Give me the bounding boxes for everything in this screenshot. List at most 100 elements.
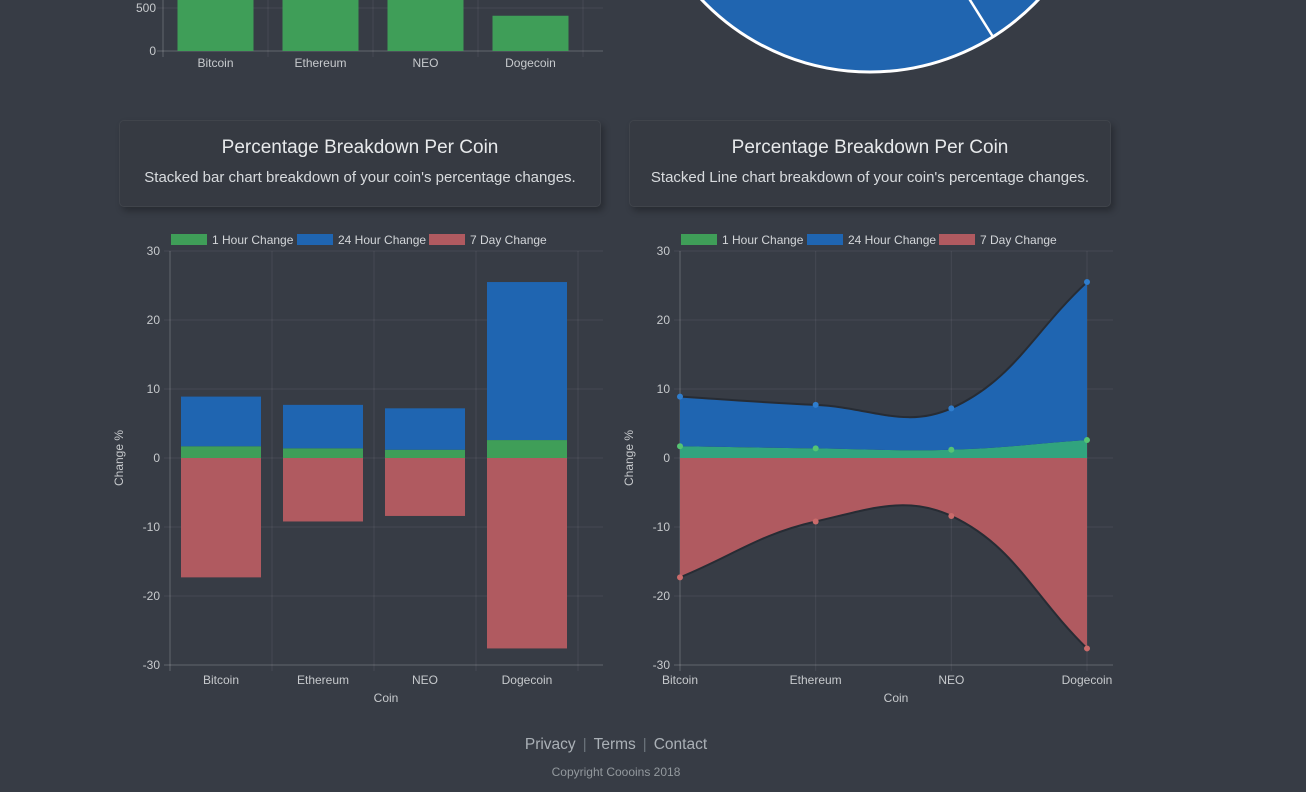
legend-item-1-hour-change[interactable]: 1 Hour Change <box>171 233 294 247</box>
y-tick-label: 0 <box>663 451 670 465</box>
area-7d <box>680 458 1087 649</box>
x-axis-title: Coin <box>374 691 399 705</box>
line-7d <box>679 504 1088 650</box>
y-tick-label: -20 <box>653 589 671 603</box>
bar-NEO <box>387 0 464 51</box>
point-1h <box>812 445 819 452</box>
y-tick-label: 10 <box>657 382 671 396</box>
point-24h <box>677 393 683 400</box>
y-axis-title: Change % <box>622 430 636 486</box>
y-tick-label: 30 <box>147 244 161 258</box>
point-24h <box>948 405 955 412</box>
card-stacked-bar-header: Percentage Breakdown Per Coin Stacked ba… <box>119 120 601 207</box>
legend-item-1-hour-change[interactable]: 1 Hour Change <box>681 233 804 247</box>
copyright-text: Copyright Coooins 2018 <box>551 765 681 779</box>
y-tick-label: 0 <box>149 44 156 58</box>
card-title: Percentage Breakdown Per Coin <box>731 137 1009 158</box>
card-subtitle: Stacked Line chart breakdown of your coi… <box>650 169 1090 186</box>
x-tick-label: Dogecoin <box>505 56 556 70</box>
portfolio-pie-chart <box>699 0 1041 74</box>
point-1h <box>948 446 955 453</box>
x-axis-title: Coin <box>884 691 909 705</box>
y-tick-label: 500 <box>136 1 156 15</box>
x-tick-label: NEO <box>938 673 964 687</box>
x-tick-label: Dogecoin <box>1062 673 1113 687</box>
legend-label: 1 Hour Change <box>722 233 804 247</box>
stacked-bar-chart: 30 20 10 0 -10 -20 -30 1 Hour Change 24 Hour Cha… <box>112 233 603 705</box>
bar-24h <box>181 396 261 447</box>
x-tick-label: Bitcoin <box>203 673 239 687</box>
pie-slice <box>699 0 1041 74</box>
point-7d <box>1084 645 1090 652</box>
legend-swatch <box>807 234 843 245</box>
point-1h <box>677 443 683 450</box>
card-subtitle: Stacked bar chart breakdown of your coin… <box>144 169 576 186</box>
y-tick-label: -10 <box>143 520 161 534</box>
pie-slice-divider <box>968 0 995 38</box>
terms-link[interactable]: Terms <box>593 736 636 753</box>
legend-item-7-day-change[interactable]: 7 Day Change <box>429 233 547 247</box>
y-tick-label: -30 <box>143 658 161 672</box>
contact-link[interactable]: Contact <box>653 736 708 753</box>
area-24h <box>680 282 1087 451</box>
legend-swatch <box>429 234 465 245</box>
point-24h <box>812 401 819 408</box>
privacy-link[interactable]: Privacy <box>524 736 576 753</box>
x-tick-label: NEO <box>412 56 438 70</box>
y-tick-label: 20 <box>657 313 671 327</box>
y-tick-label: -10 <box>653 520 671 534</box>
y-axis-title: Change % <box>112 430 126 486</box>
bar-Dogecoin <box>492 15 569 52</box>
x-tick-label: Bitcoin <box>662 673 698 687</box>
legend-item-24-hour-change[interactable]: 24 Hour Change <box>807 233 936 247</box>
legend-swatch <box>939 234 975 245</box>
legend-swatch <box>681 234 717 245</box>
y-tick-label: -20 <box>143 589 161 603</box>
y-tick-label: 0 <box>153 451 160 465</box>
bar-7d <box>283 458 363 522</box>
legend-label: 24 Hour Change <box>848 233 936 247</box>
card-stacked-line-header: Percentage Breakdown Per Coin Stacked Li… <box>629 120 1111 207</box>
stacked-line-chart: 30 20 10 0 -10 -20 -30 1 Hour Change 24 Hour Cha… <box>622 233 1113 705</box>
bar-Bitcoin <box>177 0 254 51</box>
x-tick-label: Ethereum <box>297 673 349 687</box>
legend-swatch <box>171 234 207 245</box>
x-tick-label: Ethereum <box>294 56 346 70</box>
line-24h <box>679 281 1088 419</box>
legend-label: 1 Hour Change <box>212 233 294 247</box>
bar-group-Bitcoin <box>181 396 261 578</box>
point-1h <box>1084 437 1090 444</box>
bar-7d <box>181 458 261 578</box>
bar-24h <box>283 404 363 449</box>
x-tick-label: Dogecoin <box>502 673 553 687</box>
bar-1h <box>181 446 261 458</box>
footer-links: Privacy | Terms | Contact <box>0 736 1232 754</box>
legend-label: 7 Day Change <box>470 233 547 247</box>
y-tick-label: -30 <box>653 658 671 672</box>
bar-group-Dogecoin <box>487 282 567 649</box>
card-title: Percentage Breakdown Per Coin <box>221 137 499 158</box>
bar-group-Ethereum <box>283 404 363 522</box>
point-7d <box>812 518 819 525</box>
footer-separator: | <box>582 736 587 753</box>
top-volume-bar-chart: 500 0 Bitcoin Ethereum NEO Dogecoin <box>136 0 603 70</box>
footer: Privacy | Terms | Contact Copyright Coooins … <box>0 736 1232 779</box>
point-24h <box>1084 279 1090 286</box>
legend-label: 24 Hour Change <box>338 233 426 247</box>
x-tick-label: Ethereum <box>790 673 842 687</box>
legend-item-24-hour-change[interactable]: 24 Hour Change <box>297 233 426 247</box>
x-tick-label: Bitcoin <box>197 56 233 70</box>
point-7d <box>948 512 955 519</box>
legend-item-7-day-change[interactable]: 7 Day Change <box>939 233 1057 247</box>
y-tick-label: 10 <box>147 382 161 396</box>
bar-1h <box>283 448 363 458</box>
bar-1h <box>385 449 465 458</box>
bar-7d <box>487 458 567 649</box>
bar-24h <box>487 282 567 441</box>
point-7d <box>677 574 683 581</box>
bar-24h <box>385 408 465 450</box>
x-tick-label: NEO <box>412 673 438 687</box>
bar-group-NEO <box>385 408 465 516</box>
bar-Ethereum <box>282 0 359 51</box>
